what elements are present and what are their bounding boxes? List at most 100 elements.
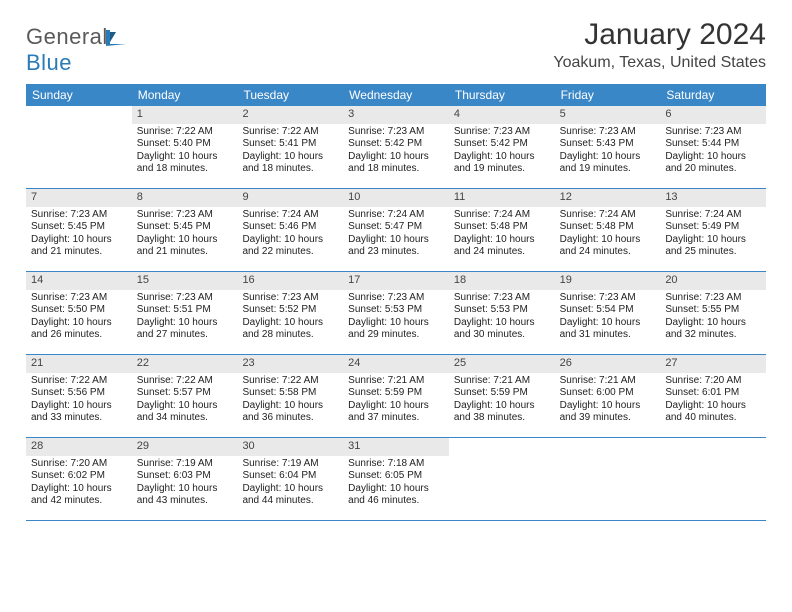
day-cell: 28Sunrise: 7:20 AMSunset: 6:02 PMDayligh… bbox=[26, 438, 132, 520]
day-number: 19 bbox=[555, 272, 661, 290]
sunset-text: Sunset: 5:53 PM bbox=[348, 304, 444, 317]
day-cell: 5Sunrise: 7:23 AMSunset: 5:43 PMDaylight… bbox=[555, 106, 661, 188]
logo-word-general: General bbox=[26, 24, 108, 49]
sunrise-text: Sunrise: 7:19 AM bbox=[242, 458, 338, 471]
sunset-text: Sunset: 6:05 PM bbox=[348, 470, 444, 483]
week-row: 21Sunrise: 7:22 AMSunset: 5:56 PMDayligh… bbox=[26, 355, 766, 438]
sunrise-text: Sunrise: 7:23 AM bbox=[454, 126, 550, 139]
day-number: 31 bbox=[343, 438, 449, 456]
month-title: January 2024 bbox=[553, 18, 766, 52]
sunset-text: Sunset: 5:59 PM bbox=[454, 387, 550, 400]
day-cell: 8Sunrise: 7:23 AMSunset: 5:45 PMDaylight… bbox=[132, 189, 238, 271]
day-body: Sunrise: 7:23 AMSunset: 5:44 PMDaylight:… bbox=[660, 124, 766, 180]
sunrise-text: Sunrise: 7:24 AM bbox=[665, 209, 761, 222]
day-body: Sunrise: 7:24 AMSunset: 5:48 PMDaylight:… bbox=[449, 207, 555, 263]
day-header-thursday: Thursday bbox=[449, 84, 555, 106]
day-number: 8 bbox=[132, 189, 238, 207]
week-row: 28Sunrise: 7:20 AMSunset: 6:02 PMDayligh… bbox=[26, 438, 766, 521]
day-number: 25 bbox=[449, 355, 555, 373]
sunrise-text: Sunrise: 7:24 AM bbox=[242, 209, 338, 222]
day-cell: 4Sunrise: 7:23 AMSunset: 5:42 PMDaylight… bbox=[449, 106, 555, 188]
day-cell: 16Sunrise: 7:23 AMSunset: 5:52 PMDayligh… bbox=[237, 272, 343, 354]
sunrise-text: Sunrise: 7:21 AM bbox=[560, 375, 656, 388]
day-number: 16 bbox=[237, 272, 343, 290]
daylight-text: Daylight: 10 hours bbox=[560, 317, 656, 330]
daylight-text: Daylight: 10 hours bbox=[348, 151, 444, 164]
sunrise-text: Sunrise: 7:23 AM bbox=[454, 292, 550, 305]
daylight-text: Daylight: 10 hours bbox=[31, 234, 127, 247]
day-body: Sunrise: 7:22 AMSunset: 5:56 PMDaylight:… bbox=[26, 373, 132, 429]
daylight-text: and 18 minutes. bbox=[348, 163, 444, 176]
daylight-text: Daylight: 10 hours bbox=[665, 151, 761, 164]
day-cell: 25Sunrise: 7:21 AMSunset: 5:59 PMDayligh… bbox=[449, 355, 555, 437]
daylight-text: Daylight: 10 hours bbox=[137, 234, 233, 247]
daylight-text: and 46 minutes. bbox=[348, 495, 444, 508]
sunrise-text: Sunrise: 7:23 AM bbox=[665, 126, 761, 139]
day-header-monday: Monday bbox=[132, 84, 238, 106]
week-row: 7Sunrise: 7:23 AMSunset: 5:45 PMDaylight… bbox=[26, 189, 766, 272]
day-number: 20 bbox=[660, 272, 766, 290]
header-right: January 2024 Yoakum, Texas, United State… bbox=[553, 18, 766, 72]
daylight-text: Daylight: 10 hours bbox=[242, 483, 338, 496]
sunset-text: Sunset: 5:44 PM bbox=[665, 138, 761, 151]
day-body: Sunrise: 7:23 AMSunset: 5:42 PMDaylight:… bbox=[343, 124, 449, 180]
logo-text: General Blue bbox=[26, 24, 128, 76]
day-body: Sunrise: 7:20 AMSunset: 6:02 PMDaylight:… bbox=[26, 456, 132, 512]
sunset-text: Sunset: 5:52 PM bbox=[242, 304, 338, 317]
sunset-text: Sunset: 6:03 PM bbox=[137, 470, 233, 483]
daylight-text: and 19 minutes. bbox=[454, 163, 550, 176]
day-number: 3 bbox=[343, 106, 449, 124]
sunrise-text: Sunrise: 7:23 AM bbox=[31, 209, 127, 222]
day-cell: 20Sunrise: 7:23 AMSunset: 5:55 PMDayligh… bbox=[660, 272, 766, 354]
sunrise-text: Sunrise: 7:19 AM bbox=[137, 458, 233, 471]
daylight-text: Daylight: 10 hours bbox=[454, 151, 550, 164]
day-cell: 22Sunrise: 7:22 AMSunset: 5:57 PMDayligh… bbox=[132, 355, 238, 437]
sunset-text: Sunset: 5:45 PM bbox=[137, 221, 233, 234]
day-cell: 17Sunrise: 7:23 AMSunset: 5:53 PMDayligh… bbox=[343, 272, 449, 354]
sunrise-text: Sunrise: 7:24 AM bbox=[348, 209, 444, 222]
day-number: 28 bbox=[26, 438, 132, 456]
sunrise-text: Sunrise: 7:23 AM bbox=[31, 292, 127, 305]
day-cell: 23Sunrise: 7:22 AMSunset: 5:58 PMDayligh… bbox=[237, 355, 343, 437]
daylight-text: Daylight: 10 hours bbox=[665, 317, 761, 330]
day-header-tuesday: Tuesday bbox=[237, 84, 343, 106]
day-number: 7 bbox=[26, 189, 132, 207]
daylight-text: Daylight: 10 hours bbox=[348, 483, 444, 496]
day-header-saturday: Saturday bbox=[660, 84, 766, 106]
daylight-text: and 22 minutes. bbox=[242, 246, 338, 259]
day-header-friday: Friday bbox=[555, 84, 661, 106]
day-body: Sunrise: 7:23 AMSunset: 5:43 PMDaylight:… bbox=[555, 124, 661, 180]
sunset-text: Sunset: 5:54 PM bbox=[560, 304, 656, 317]
day-number: 4 bbox=[449, 106, 555, 124]
daylight-text: and 31 minutes. bbox=[560, 329, 656, 342]
day-body: Sunrise: 7:22 AMSunset: 5:57 PMDaylight:… bbox=[132, 373, 238, 429]
day-number: 6 bbox=[660, 106, 766, 124]
sunset-text: Sunset: 5:55 PM bbox=[665, 304, 761, 317]
day-cell: 7Sunrise: 7:23 AMSunset: 5:45 PMDaylight… bbox=[26, 189, 132, 271]
sunrise-text: Sunrise: 7:20 AM bbox=[665, 375, 761, 388]
day-cell: 11Sunrise: 7:24 AMSunset: 5:48 PMDayligh… bbox=[449, 189, 555, 271]
day-number: 1 bbox=[132, 106, 238, 124]
daylight-text: and 34 minutes. bbox=[137, 412, 233, 425]
day-number: 17 bbox=[343, 272, 449, 290]
logo-flag-icon bbox=[106, 30, 128, 46]
day-body: Sunrise: 7:20 AMSunset: 6:01 PMDaylight:… bbox=[660, 373, 766, 429]
sunset-text: Sunset: 5:41 PM bbox=[242, 138, 338, 151]
daylight-text: and 36 minutes. bbox=[242, 412, 338, 425]
day-body: Sunrise: 7:21 AMSunset: 6:00 PMDaylight:… bbox=[555, 373, 661, 429]
daylight-text: Daylight: 10 hours bbox=[242, 317, 338, 330]
daylight-text: and 33 minutes. bbox=[31, 412, 127, 425]
daylight-text: Daylight: 10 hours bbox=[137, 400, 233, 413]
day-cell: 26Sunrise: 7:21 AMSunset: 6:00 PMDayligh… bbox=[555, 355, 661, 437]
daylight-text: and 21 minutes. bbox=[31, 246, 127, 259]
empty-day-cell bbox=[660, 438, 766, 520]
daylight-text: Daylight: 10 hours bbox=[31, 483, 127, 496]
sunset-text: Sunset: 5:48 PM bbox=[454, 221, 550, 234]
day-cell: 13Sunrise: 7:24 AMSunset: 5:49 PMDayligh… bbox=[660, 189, 766, 271]
day-body: Sunrise: 7:23 AMSunset: 5:50 PMDaylight:… bbox=[26, 290, 132, 346]
daylight-text: Daylight: 10 hours bbox=[137, 151, 233, 164]
sunset-text: Sunset: 5:53 PM bbox=[454, 304, 550, 317]
day-body: Sunrise: 7:19 AMSunset: 6:03 PMDaylight:… bbox=[132, 456, 238, 512]
day-header-row: SundayMondayTuesdayWednesdayThursdayFrid… bbox=[26, 84, 766, 106]
daylight-text: Daylight: 10 hours bbox=[454, 400, 550, 413]
